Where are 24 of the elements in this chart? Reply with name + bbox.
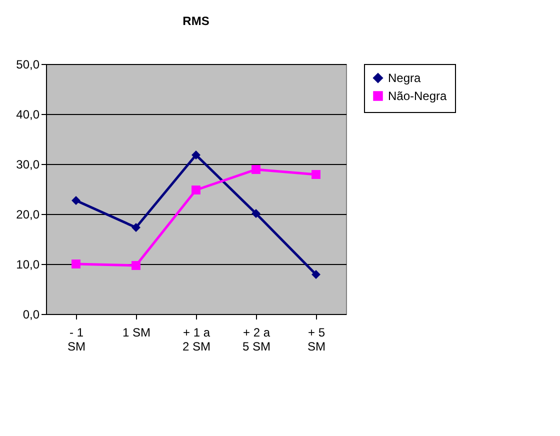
y-tick-label: 30,0 [16, 158, 40, 172]
point [252, 165, 260, 174]
y-tick-label: 10,0 [16, 258, 40, 272]
chart-title: RMS [182, 14, 210, 28]
y-tick-label: 20,0 [16, 208, 40, 222]
point [192, 150, 200, 160]
point [252, 209, 260, 218]
point [312, 270, 320, 279]
x-tick-label: + 5 SM [308, 326, 326, 354]
y-tick-label: 50,0 [16, 58, 40, 72]
x-tick-label: - 1 SM [68, 326, 86, 354]
point [132, 223, 140, 232]
x-tick-label: + 1 a 2 SM [182, 326, 211, 354]
point [192, 186, 200, 194]
legend-label: Negra [388, 71, 422, 85]
x-tick-label: + 2 a 5 SM [242, 326, 271, 354]
point [312, 170, 320, 179]
point [72, 260, 80, 268]
legend-label: Não-Negra [388, 89, 448, 103]
y-tick-label: 40,0 [16, 108, 40, 122]
point [132, 261, 140, 270]
x-tick-label: 1 SM [122, 326, 151, 340]
point [72, 196, 80, 205]
y-tick-label: 0,0 [22, 308, 40, 322]
